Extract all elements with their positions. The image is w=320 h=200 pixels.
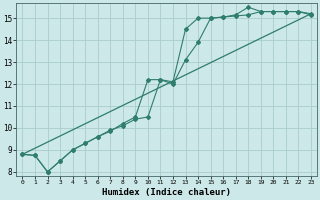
X-axis label: Humidex (Indice chaleur): Humidex (Indice chaleur) [102, 188, 231, 197]
